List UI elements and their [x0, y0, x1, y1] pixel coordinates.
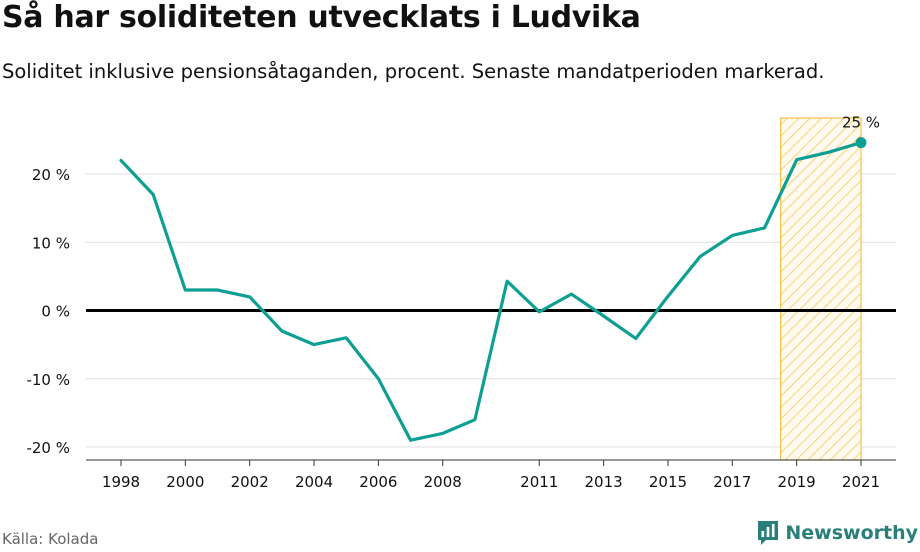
newsworthy-logo-icon: [758, 521, 779, 545]
series-line: [119, 141, 863, 442]
series-end-point: [855, 137, 867, 149]
chart-title: Så har soliditeten utvecklats i Ludvika: [2, 0, 641, 35]
x-tick-label: 2004: [295, 473, 333, 491]
x-tick-label: 2013: [585, 473, 623, 491]
y-tick-label: 10 %: [32, 234, 70, 252]
x-tick-label: 2002: [231, 473, 269, 491]
x-tick-label: 2008: [424, 473, 462, 491]
x-tick-label: 2015: [649, 473, 687, 491]
chart-subtitle: Soliditet inklusive pensionsåtaganden, p…: [2, 60, 825, 83]
y-tick-label: -20 %: [26, 439, 70, 457]
x-tick-label: 2011: [520, 473, 558, 491]
y-tick-label: 0 %: [41, 303, 70, 321]
x-tick-label: 2019: [778, 473, 816, 491]
source-note: Källa: Kolada: [2, 530, 99, 548]
x-tick-label: 2000: [166, 473, 204, 491]
brand-name: Newsworthy: [785, 522, 918, 544]
x-tick-label: 2006: [359, 473, 397, 491]
brand-logo: Newsworthy: [757, 520, 918, 546]
x-tick-label: 2021: [842, 473, 880, 491]
y-tick-label: -10 %: [26, 371, 70, 389]
x-tick-label: 1998: [102, 473, 140, 491]
highlight-range: [779, 117, 862, 461]
x-tick-label: 2017: [713, 473, 751, 491]
end-value-label: 25 %: [842, 114, 880, 132]
y-tick-label: 20 %: [32, 166, 70, 184]
